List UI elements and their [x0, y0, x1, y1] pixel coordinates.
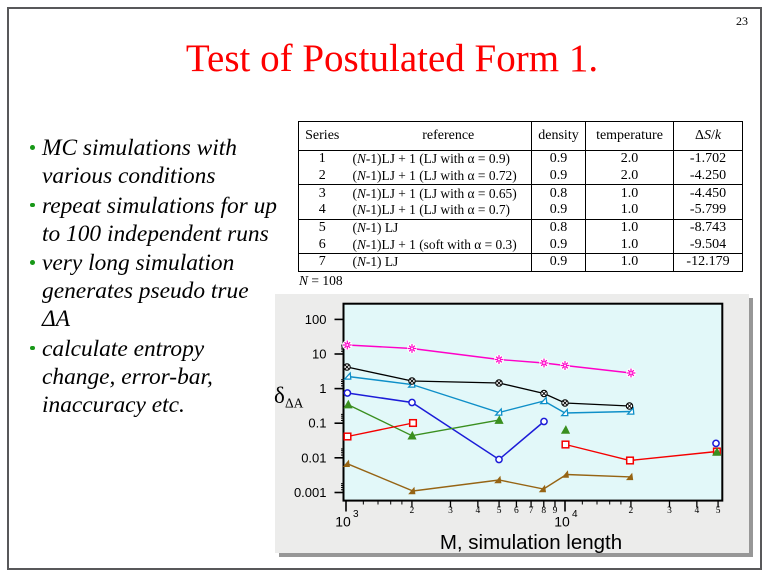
svg-text:2: 2: [629, 506, 634, 516]
svg-text:2: 2: [410, 506, 415, 516]
svg-text:5: 5: [716, 506, 721, 516]
svg-text:10: 10: [335, 514, 351, 530]
svg-text:M, simulation length: M, simulation length: [440, 531, 622, 554]
svg-text:0.001: 0.001: [294, 485, 327, 500]
svg-text:4: 4: [572, 509, 578, 520]
svg-text:1: 1: [319, 381, 326, 396]
svg-text:3: 3: [448, 506, 453, 516]
svg-text:δ: δ: [274, 383, 285, 408]
svg-text:8: 8: [541, 506, 546, 516]
svg-text:4: 4: [475, 506, 480, 516]
svg-text:0.1: 0.1: [308, 416, 326, 431]
svg-text:7: 7: [529, 506, 534, 516]
svg-text:4: 4: [694, 506, 699, 516]
svg-text:10: 10: [312, 347, 326, 362]
svg-text:10: 10: [554, 514, 570, 530]
svg-text:3: 3: [353, 509, 359, 520]
svg-text:3: 3: [667, 506, 672, 516]
svg-text:0.01: 0.01: [301, 450, 326, 465]
svg-text:ΔA: ΔA: [285, 396, 304, 411]
svg-text:100: 100: [305, 312, 327, 327]
svg-text:6: 6: [514, 506, 519, 516]
svg-text:9: 9: [553, 506, 558, 516]
svg-text:5: 5: [497, 506, 502, 516]
